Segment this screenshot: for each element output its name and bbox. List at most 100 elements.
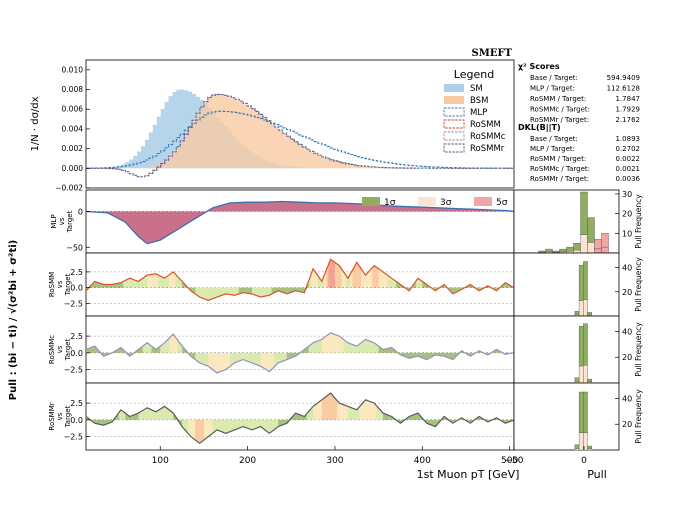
pull-y-tick-label: 2.5: [70, 332, 83, 341]
pull-bar: [339, 336, 342, 353]
pull-bar: [158, 275, 161, 288]
pull-bar: [260, 352, 264, 367]
pull-bar: [201, 419, 205, 441]
pull-bar: [177, 341, 181, 353]
pull-bar: [433, 287, 436, 290]
pull-bar: [131, 279, 135, 288]
pull-bar: [225, 287, 229, 295]
pull-bar: [265, 419, 268, 431]
pull-bar: [129, 278, 133, 288]
band-legend-label-1: 1σ: [384, 198, 396, 208]
hist-frame: [513, 315, 620, 384]
distribution-y-tick-label: 0.002: [62, 144, 84, 153]
pull-bar: [409, 352, 412, 358]
pull-bar: [345, 342, 349, 353]
pull-bar: [190, 419, 194, 438]
pull-bar: [186, 419, 189, 433]
pull-bar: [494, 287, 497, 291]
hist-x-axis-label: Pull: [587, 468, 607, 481]
pull-bar: [138, 280, 141, 288]
pull-bar: [455, 352, 458, 357]
pull-bar: [217, 419, 220, 431]
pull-y-label-part: RoSMM: [48, 272, 56, 297]
pull-bar: [374, 266, 377, 288]
hist-y-tick-label: 20: [622, 420, 632, 429]
pull-bar: [391, 348, 395, 353]
pull-bar: [289, 287, 292, 293]
pull-bar: [123, 412, 126, 420]
pull-bar: [300, 415, 303, 420]
pull-bar: [348, 406, 351, 420]
pull-bar: [86, 417, 89, 420]
pull-bar: [422, 352, 425, 359]
dkl-row-value: 1.0893: [616, 135, 641, 143]
pull-bar: [476, 417, 480, 420]
pull-bar: [173, 335, 176, 353]
pull-bar: [110, 419, 113, 423]
pull-bar: [273, 419, 277, 430]
pull-bar: [417, 352, 421, 357]
pull-bar: [103, 284, 106, 288]
hist-frame: [513, 252, 620, 317]
pull-bar: [219, 419, 222, 432]
pull-bar: [278, 287, 281, 292]
pull-bar: [306, 283, 310, 288]
pull-bar: [94, 347, 98, 353]
dkl-row-value: 0.2702: [616, 145, 641, 153]
pull-bar: [372, 342, 375, 353]
pull-bar: [120, 410, 124, 420]
legend-label-rosmmc: RoSMMc: [470, 132, 506, 142]
pull-bar: [509, 285, 513, 288]
pull-bar: [372, 402, 375, 420]
pull-bar: [337, 335, 340, 353]
hist-bar-upper: [580, 191, 588, 235]
pull-bar: [326, 395, 329, 420]
pull-bar: [94, 281, 98, 288]
pull-bar: [256, 352, 259, 365]
pull-bar: [356, 345, 360, 353]
pull-bar: [282, 287, 285, 293]
pull-bar: [356, 408, 360, 420]
pull-bar: [164, 277, 168, 288]
pull-y-tick-label: 0.0: [70, 284, 83, 293]
pull-bar: [101, 419, 104, 425]
hist-bar-lower: [587, 242, 595, 254]
pull-bar: [236, 419, 240, 429]
pull-bar: [158, 409, 161, 420]
pull-bar: [92, 419, 96, 423]
pull-bar: [297, 287, 301, 292]
chi2-row-label: MLP / Target:: [530, 85, 575, 93]
pull-bar: [452, 352, 456, 359]
pull-bar: [171, 272, 174, 288]
pull-bar: [232, 287, 235, 295]
distribution-y-tick-label: 0.008: [62, 85, 84, 94]
pull-bar: [227, 352, 231, 368]
pull-bar: [420, 352, 423, 358]
pull-bar: [125, 279, 128, 288]
dkl-row-label: RoSMM / Target:: [530, 155, 586, 163]
pull-bar: [269, 419, 272, 433]
distribution-y-label-text: 1/N · dσ/dx: [30, 96, 41, 151]
pull-y-tick-label: −2.5: [64, 433, 83, 442]
pull-bar: [114, 350, 117, 353]
band-legend-swatch-2: [418, 197, 436, 206]
pull-bar: [295, 287, 299, 291]
pull-bar: [422, 282, 425, 288]
pull-bar: [203, 352, 207, 365]
pull-bar: [252, 287, 255, 295]
pull-bar: [411, 352, 414, 358]
legend-label-bsm: BSM: [470, 96, 488, 106]
pull-bar: [203, 419, 207, 440]
pull-bar: [485, 286, 489, 288]
pull-bar: [273, 287, 277, 293]
pull-bar: [160, 408, 163, 420]
pull-bar: [470, 285, 473, 288]
pull-bar: [138, 348, 141, 353]
chi2-row-label: RoSMMr / Target:: [530, 116, 589, 124]
pull-bar: [236, 287, 240, 295]
pull-bar: [241, 287, 244, 293]
pull-bar: [153, 411, 157, 420]
pull-bar: [182, 347, 185, 353]
pull-bar: [365, 273, 368, 288]
